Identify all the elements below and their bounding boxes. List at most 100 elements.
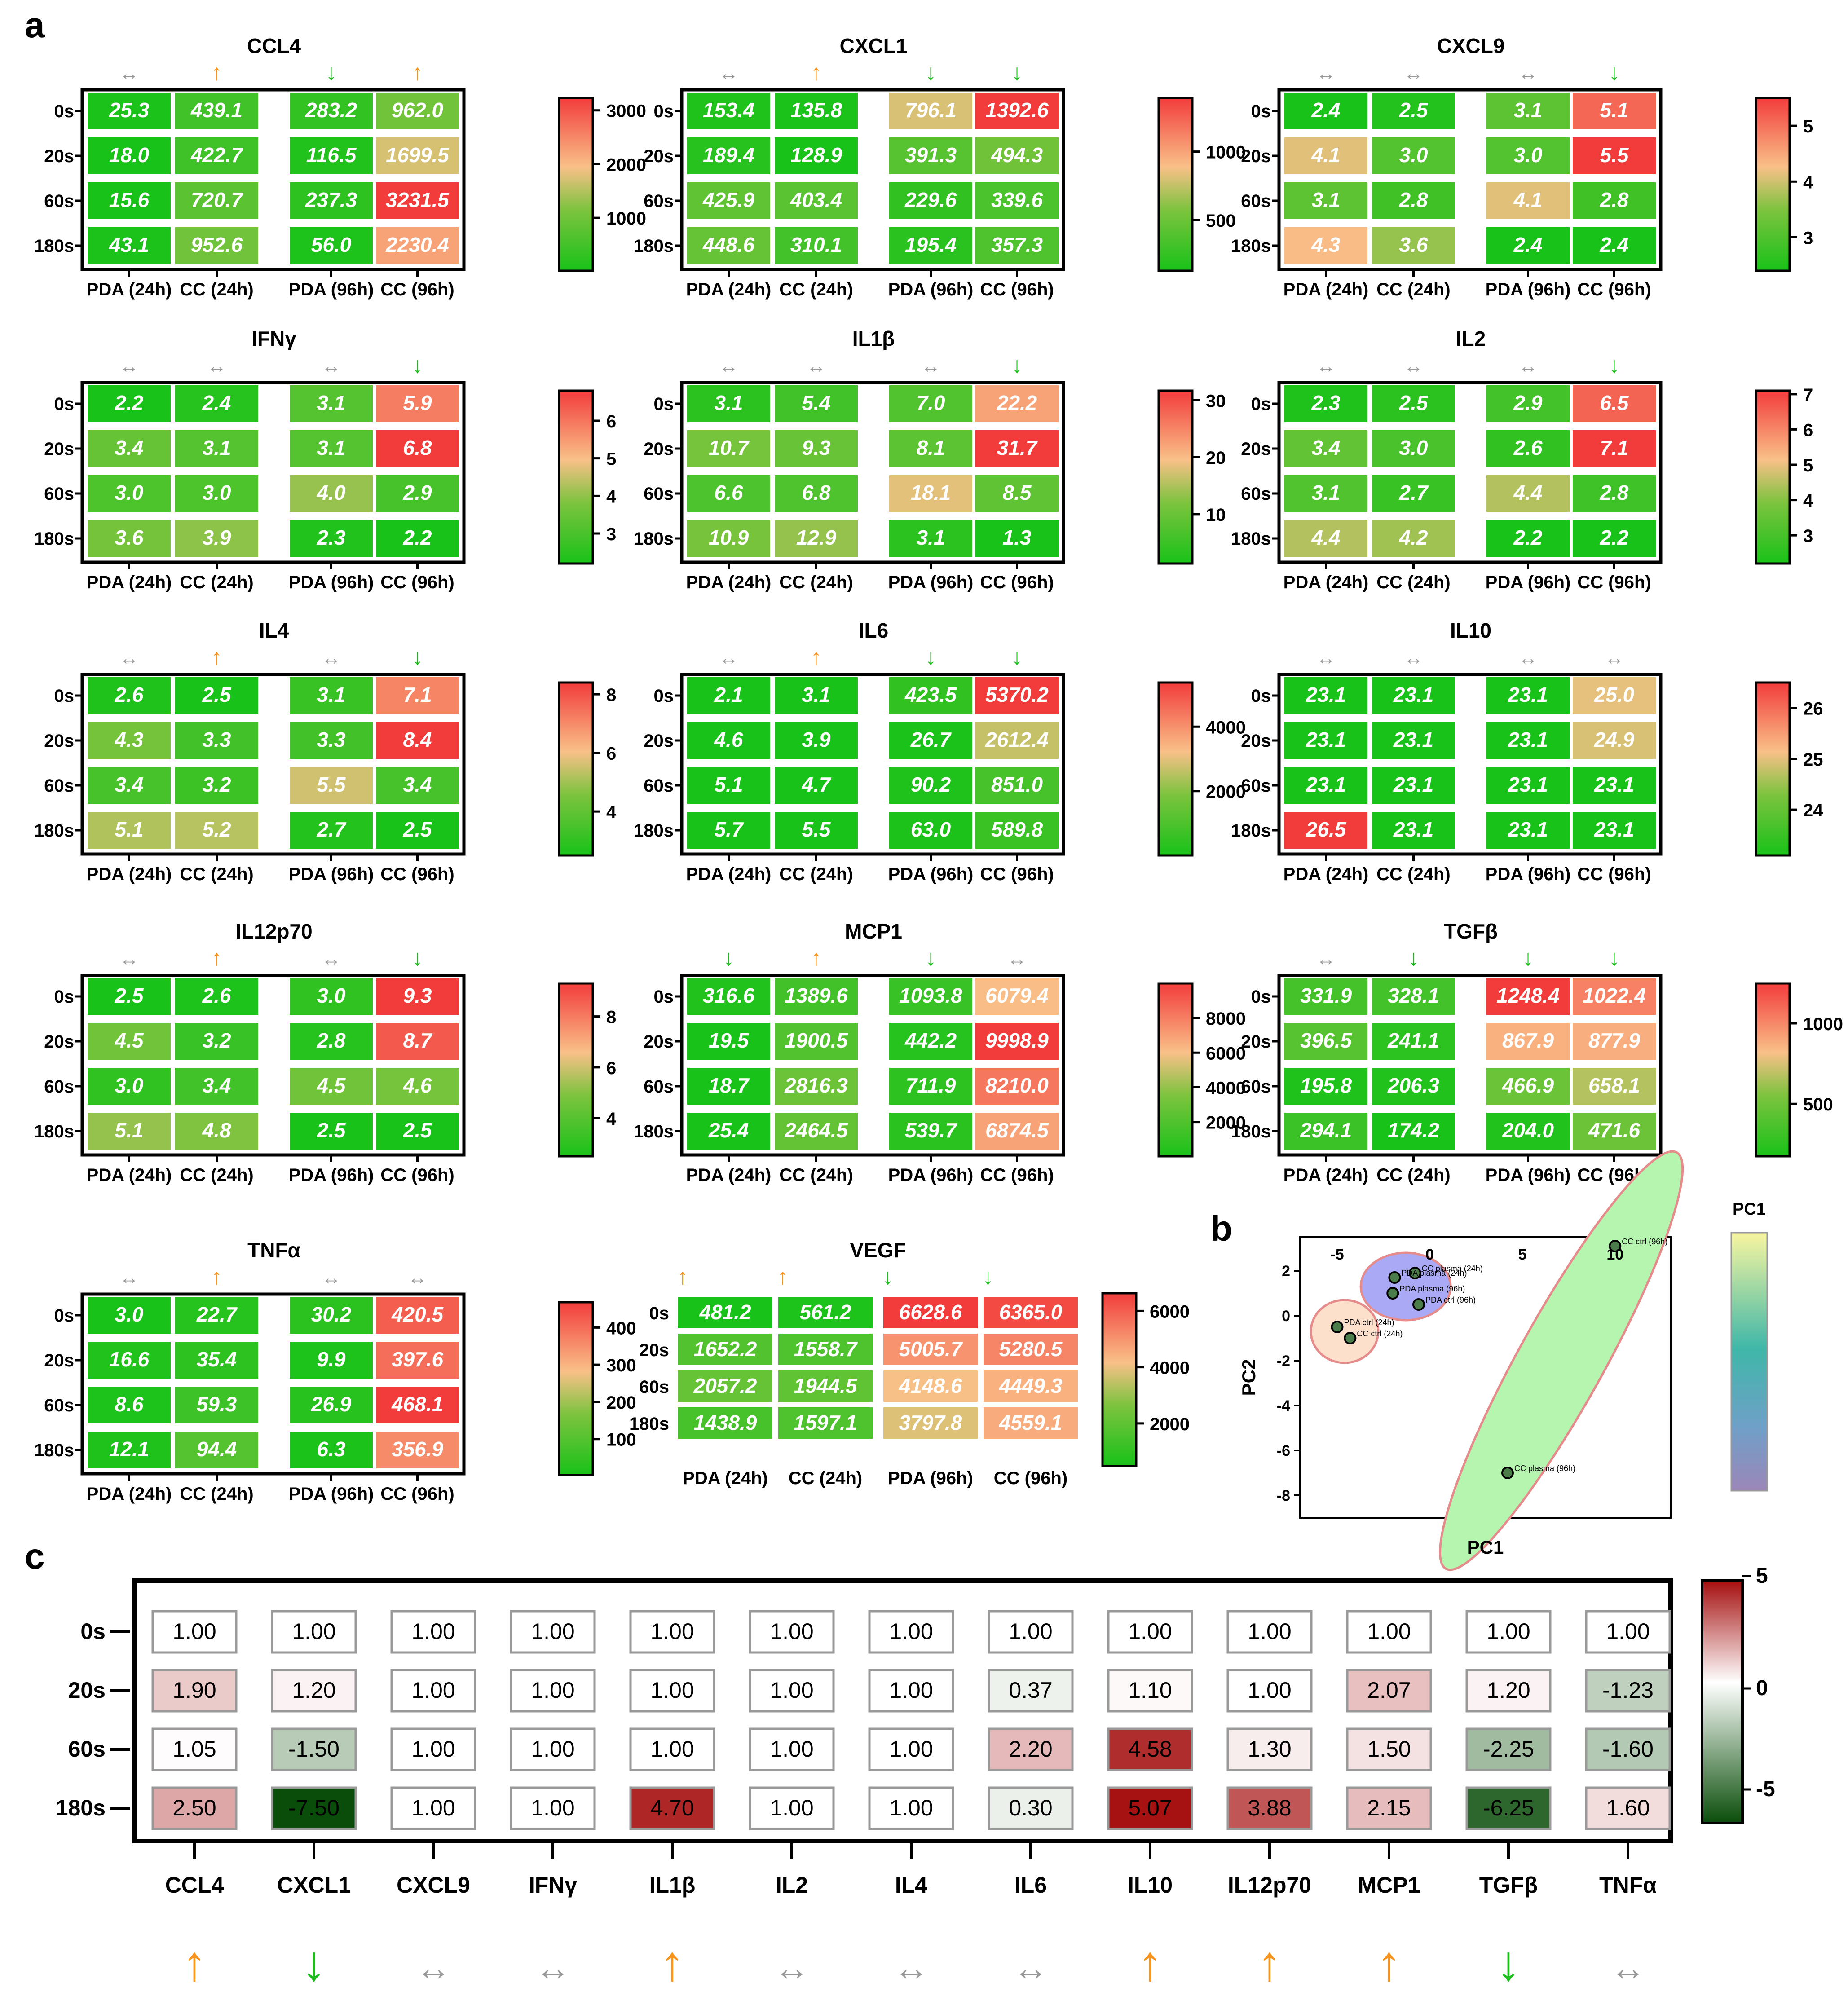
trend-arrow-down-icon: ↓ — [983, 1264, 994, 1289]
column-label: PDA (96h) — [888, 280, 974, 300]
colorbar — [1701, 1579, 1744, 1824]
column-label: PDA (24h) — [1283, 280, 1369, 300]
heatmap-cell — [975, 93, 1059, 129]
heatmap-value: 3.0 — [115, 481, 144, 504]
column-label: CC (96h) — [980, 573, 1054, 592]
heatmap-cell — [1284, 1023, 1367, 1060]
heatmap-title: IL12p70 — [235, 920, 312, 943]
heatmap-value: 397.6 — [392, 1348, 444, 1371]
heatmap-cell — [775, 978, 858, 1015]
heatmap-cell — [175, 475, 258, 512]
heatmap-value: 24.9 — [1594, 728, 1635, 751]
heatmap-value: 23.1 — [1594, 773, 1635, 796]
heatmap-cell — [1573, 812, 1656, 849]
heatmap-cell — [1284, 385, 1367, 422]
heatmap-value: 1944.5 — [794, 1374, 858, 1397]
heatmap-ifnγ: IFNγ ↔ ↔ ↔ ↓ 2.2 2.4 3.1 5.9 0s 3.4 3.1 3.1 6.8 20s 3.0… — [34, 327, 617, 592]
heatmap-value: 294.1 — [1300, 1119, 1352, 1142]
heatmap-cell — [376, 227, 459, 264]
heatmap-value: 3.1 — [917, 526, 945, 549]
trend-arrow-flat-icon: ↔ — [119, 948, 139, 970]
heatmap-ccl4: CCL4 ↔ ↑ ↓ ↑ 25.3 439.1 283.2 962.0 0s 18.0 422.7 11… — [34, 34, 646, 300]
heatmap-title: IL10 — [1450, 619, 1491, 642]
heatmap-cell — [175, 1342, 258, 1379]
column-label: PDA (24h) — [87, 1165, 172, 1185]
trend-arrow-flat-icon: ↔ — [893, 1948, 929, 1988]
row-label: 180s — [634, 236, 674, 256]
heatmap-cell — [1486, 93, 1570, 129]
fold-change-cell — [1346, 1727, 1432, 1771]
fold-change-cell — [271, 1669, 357, 1713]
heatmap-value: 2.5 — [403, 1119, 432, 1142]
heatmap-cell — [889, 430, 972, 467]
trend-arrow-down-icon: ↓ — [925, 644, 936, 670]
trend-arrow-flat-icon: ↔ — [1610, 1948, 1646, 1988]
column-label: CC (96h) — [1577, 864, 1651, 884]
trend-arrow-up-icon: ↑ — [211, 945, 222, 970]
scatter-point — [1412, 1298, 1425, 1311]
heatmap-value: 23.1 — [1508, 773, 1548, 796]
heatmap-cell — [1284, 227, 1367, 264]
heatmap-value: 18.0 — [109, 143, 150, 167]
row-label: 0s — [54, 987, 75, 1007]
fold-change-value: -7.50 — [288, 1795, 340, 1820]
heatmap-value: 5.7 — [715, 818, 744, 841]
point-label: CC ctrl (96h) — [1622, 1237, 1667, 1246]
heatmap-cell — [290, 1068, 373, 1105]
trend-arrow-down-icon: ↓ — [1011, 60, 1023, 85]
row-label: 60s — [1241, 776, 1271, 796]
row-label: 60s — [44, 1396, 74, 1415]
panel-a-label: a — [25, 5, 45, 45]
heatmap-cell — [1372, 677, 1455, 714]
heatmap-cell — [778, 1370, 873, 1402]
row-label: 60s — [44, 776, 74, 796]
trend-arrow-flat-icon: ↔ — [774, 1948, 810, 1988]
heatmap-cell — [88, 520, 171, 557]
heatmap-value: 6.5 — [1600, 391, 1629, 414]
heatmap-cell — [775, 227, 858, 264]
heatmap-value: 59.3 — [197, 1392, 237, 1416]
fold-change-value: 1.30 — [1248, 1736, 1291, 1762]
heatmap-value: 16.6 — [109, 1348, 150, 1371]
fold-change-value: 2.20 — [1009, 1736, 1052, 1762]
heatmap-tnfα: TNFα ↔ ↑ ↔ ↔ 3.0 22.7 30.2 420.5 0s 16.6 35.4 9.9 397… — [34, 1238, 636, 1504]
column-label: CC (24h) — [180, 573, 253, 592]
heatmap-value: 1392.6 — [985, 98, 1049, 122]
heatmap-value: 539.7 — [905, 1119, 958, 1142]
row-label: 0s — [654, 101, 674, 121]
trend-arrow-flat-icon: ↔ — [1404, 647, 1424, 669]
row-label: 60s — [644, 1077, 674, 1097]
fold-change-value: 1.00 — [889, 1795, 933, 1820]
heatmap-value: 5005.7 — [899, 1337, 963, 1361]
heatmap-value: 2.3 — [1311, 391, 1341, 414]
heatmap-cell — [1486, 1113, 1570, 1150]
fold-change-cell — [271, 1727, 357, 1771]
heatmap-cell — [1486, 385, 1570, 422]
heatmap-cell — [290, 1023, 373, 1060]
heatmap-cell — [975, 475, 1059, 512]
heatmap-value: 2.4 — [1600, 233, 1629, 256]
heatmap-title: MCP1 — [845, 920, 902, 943]
fold-change-cell — [510, 1727, 596, 1771]
fold-change-cell — [988, 1610, 1074, 1654]
heatmap-cell — [775, 767, 858, 804]
row-label: 180s — [56, 1795, 106, 1820]
heatmap-cell — [376, 1342, 459, 1379]
column-label: CC (24h) — [1376, 864, 1450, 884]
trend-arrow-flat-icon: ↔ — [322, 948, 341, 970]
heatmap-cell — [984, 1370, 1078, 1402]
heatmap-cell — [88, 137, 171, 174]
heatmap-cell — [984, 1334, 1078, 1365]
heatmap-value: 3.4 — [115, 773, 144, 796]
row-label: 0s — [54, 394, 75, 414]
heatmap-value: 135.8 — [790, 98, 842, 122]
colorbar-tick-label: 3 — [606, 524, 616, 544]
y-tick-label: -4 — [1277, 1397, 1290, 1414]
heatmap-cell — [1372, 978, 1455, 1015]
heatmap-value: 5.2 — [203, 818, 231, 841]
fold-change-value: 1.00 — [1606, 1619, 1650, 1644]
heatmap-cell — [1573, 1113, 1656, 1150]
heatmap-value: 9998.9 — [985, 1029, 1049, 1052]
heatmap-value: 6079.4 — [985, 984, 1049, 1007]
heatmap-cell — [678, 1297, 772, 1328]
